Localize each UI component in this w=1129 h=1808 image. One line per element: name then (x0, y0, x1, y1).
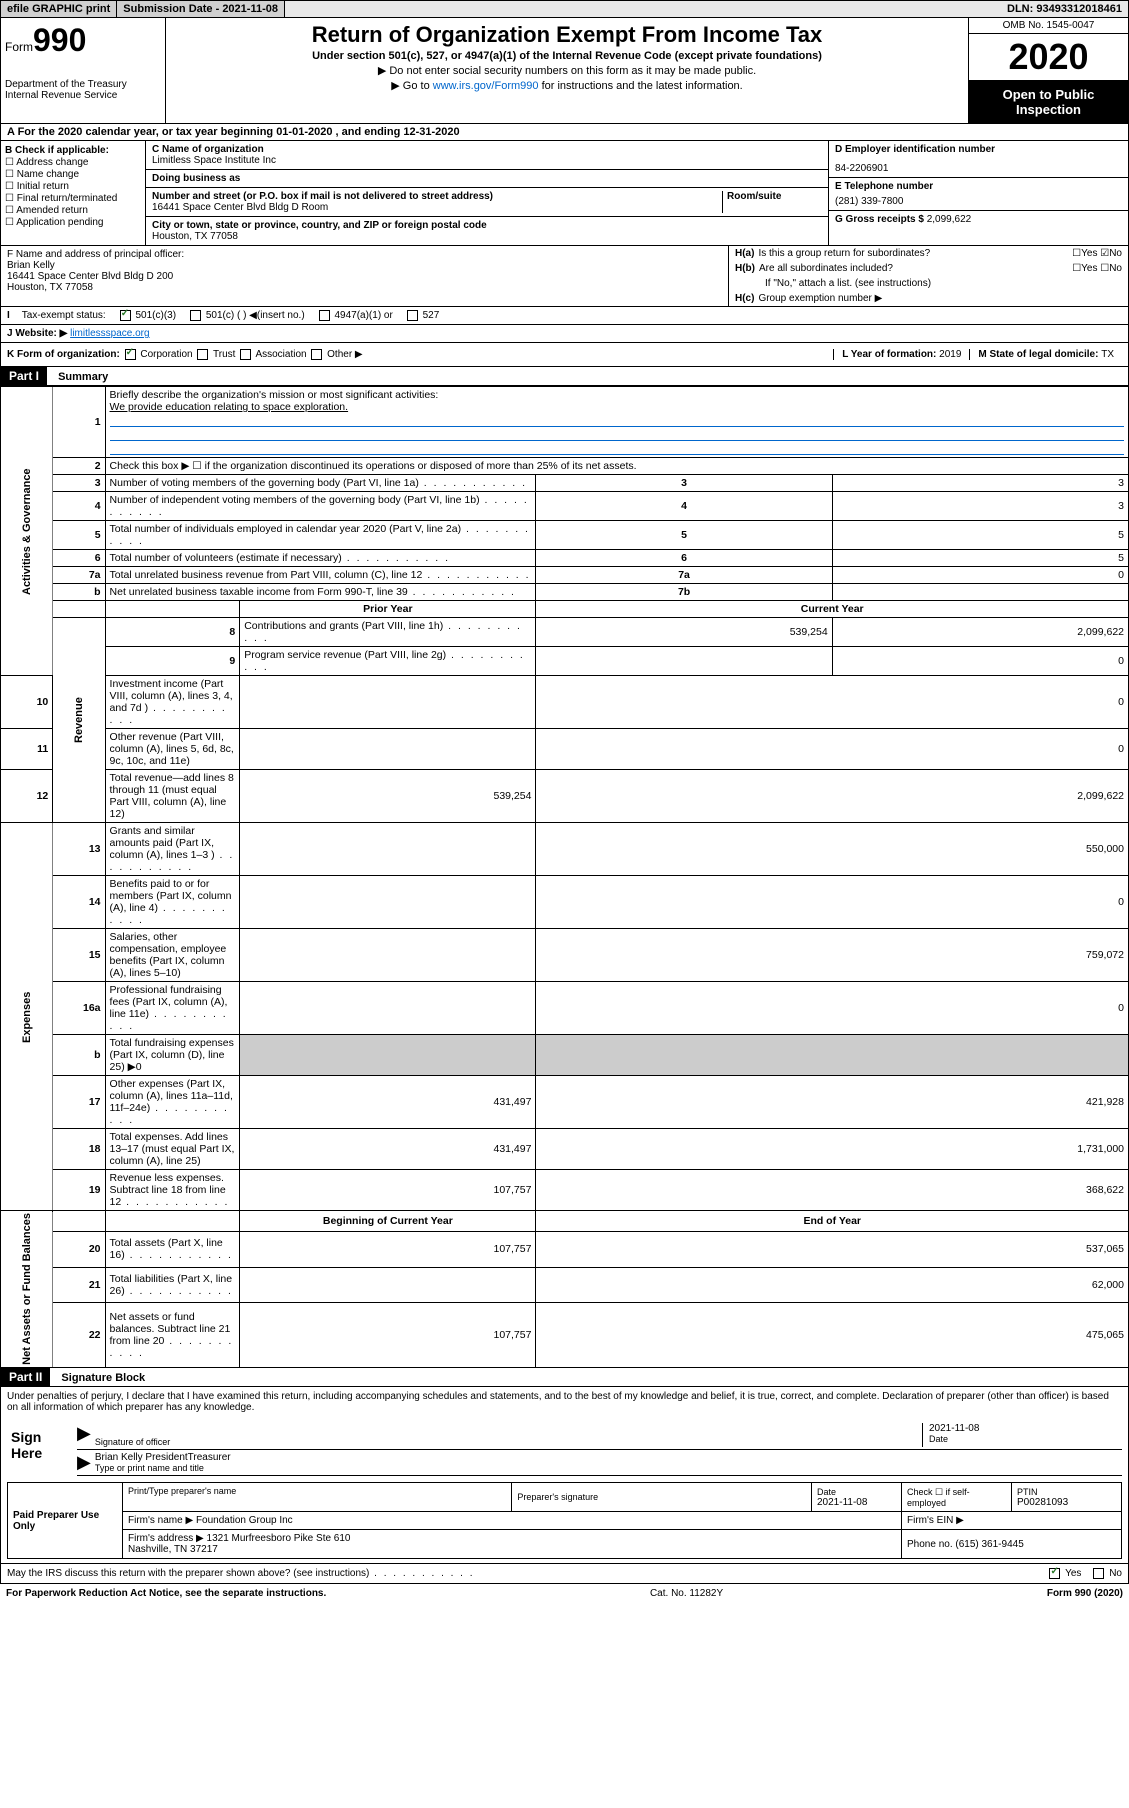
chk-trust[interactable]: Trust (195, 349, 235, 360)
chk-final[interactable]: ☐ Final return/terminated (5, 193, 141, 204)
side-exp: Expenses (1, 823, 53, 1211)
dln: DLN: 93493312018461 (1001, 1, 1128, 17)
arrow-icon: ▶ (77, 1452, 91, 1473)
part2-title: Signature Block (53, 1370, 153, 1386)
instr1: ▶ Do not enter social security numbers o… (170, 64, 964, 77)
i-lbl: I (7, 310, 10, 321)
b-label: B Check if applicable: (5, 145, 141, 156)
chk-corp[interactable]: Corporation (123, 349, 193, 360)
form-number: 990 (33, 22, 86, 58)
g-lbl: G Gross receipts $ (835, 214, 927, 225)
part1-bar: Part I Summary (0, 367, 1129, 386)
chk-amended[interactable]: ☐ Amended return (5, 205, 141, 216)
col-f: F Name and address of principal officer:… (1, 246, 728, 306)
side-net: Net Assets or Fund Balances (1, 1211, 53, 1368)
section-fh: F Name and address of principal officer:… (0, 246, 1129, 307)
form-word: Form (5, 40, 33, 54)
org-name: Limitless Space Institute Inc (152, 155, 822, 166)
chk-assoc[interactable]: Association (238, 349, 306, 360)
dba-lbl: Doing business as (152, 173, 822, 184)
top-bar: efile GRAPHIC print Submission Date - 20… (0, 0, 1129, 18)
mission-text: We provide education relating to space e… (110, 401, 1124, 413)
addr-lbl: Number and street (or P.O. box if mail i… (152, 191, 722, 202)
website-link[interactable]: limitlessspace.org (70, 328, 149, 339)
chk-other[interactable]: Other ▶ (309, 349, 362, 360)
footer-question: May the IRS discuss this return with the… (0, 1564, 1129, 1584)
preparer-table: Paid Preparer Use Only Print/Type prepar… (7, 1482, 1122, 1559)
q1-lbl: Briefly describe the organization's miss… (110, 389, 1124, 401)
col-b: B Check if applicable: ☐ Address change … (1, 141, 146, 245)
city-val: Houston, TX 77058 (152, 231, 822, 242)
summary-table: Activities & Governance 1 Briefly descri… (0, 386, 1129, 1368)
prep-lbl: Paid Preparer Use Only (8, 1483, 123, 1559)
chk-pending[interactable]: ☐ Application pending (5, 217, 141, 228)
form-title: Return of Organization Exempt From Incom… (170, 22, 964, 48)
officer-name: Brian Kelly (7, 260, 722, 271)
efile-btn[interactable]: efile GRAPHIC print (1, 1, 117, 17)
part2-hdr: Part II (1, 1368, 50, 1386)
hdr-mid: Return of Organization Exempt From Incom… (166, 18, 968, 123)
side-rev: Revenue (53, 618, 105, 823)
officer-addr: 16441 Space Center Blvd Bldg D 200 Houst… (7, 271, 722, 293)
e-lbl: E Telephone number (835, 181, 1122, 192)
section-bc: B Check if applicable: ☐ Address change … (0, 141, 1129, 246)
row-i: I Tax-exempt status: 501(c)(3) 501(c) ( … (0, 307, 1129, 325)
row-a: A For the 2020 calendar year, or tax yea… (0, 124, 1129, 141)
signature-section: Under penalties of perjury, I declare th… (0, 1387, 1129, 1564)
hdr-left: Form990 Department of the Treasury Inter… (1, 18, 166, 123)
bottom-line: For Paperwork Reduction Act Notice, see … (0, 1584, 1129, 1603)
col-h: H(a)Is this a group return for subordina… (728, 246, 1128, 306)
tax-year: 2020 (969, 34, 1128, 81)
chk-name[interactable]: ☐ Name change (5, 169, 141, 180)
hdr-right: OMB No. 1545-0047 2020 Open to Public In… (968, 18, 1128, 123)
chk-501c[interactable]: 501(c) ( ) ◀(insert no.) (188, 310, 305, 321)
arrow-icon: ▶ (77, 1423, 91, 1447)
col-de: D Employer identification number 84-2206… (828, 141, 1128, 245)
public-inspection: Open to Public Inspection (969, 81, 1128, 123)
sign-here-block: Sign Here ▶ Signature of officer 2021-11… (7, 1421, 1122, 1476)
d-lbl: D Employer identification number (835, 144, 1122, 155)
ein-val: 84-2206901 (835, 163, 1122, 174)
part1-title: Summary (50, 369, 116, 385)
col-c: C Name of organization Limitless Space I… (146, 141, 828, 245)
side-gov: Activities & Governance (1, 387, 53, 676)
gross-val: 2,099,622 (927, 214, 972, 225)
chk-no[interactable]: No (1091, 1568, 1122, 1579)
chk-yes[interactable]: Yes (1047, 1568, 1081, 1579)
row-j: J Website: ▶ limitlessspace.org (0, 325, 1129, 343)
submission-date: Submission Date - 2021-11-08 (117, 1, 285, 17)
part2-bar: Part II Signature Block (0, 1368, 1129, 1387)
addr-val: 16441 Space Center Blvd Bldg D Room (152, 202, 722, 213)
room-lbl: Room/suite (727, 191, 822, 202)
c-name-lbl: C Name of organization (152, 144, 822, 155)
chk-501c3[interactable]: 501(c)(3) (118, 310, 176, 321)
dept-text: Department of the Treasury Internal Reve… (5, 79, 161, 101)
form-header: Form990 Department of the Treasury Inter… (0, 18, 1129, 124)
row-k: K Form of organization: Corporation Trus… (0, 343, 1129, 367)
city-lbl: City or town, state or province, country… (152, 220, 822, 231)
part1-hdr: Part I (1, 367, 47, 385)
chk-4947[interactable]: 4947(a)(1) or (317, 310, 393, 321)
instr-link[interactable]: www.irs.gov/Form990 (433, 80, 539, 92)
chk-initial[interactable]: ☐ Initial return (5, 181, 141, 192)
phone-val: (281) 339-7800 (835, 196, 1122, 207)
f-lbl: F Name and address of principal officer: (7, 249, 722, 260)
q2: Check this box ▶ ☐ if the organization d… (105, 458, 1128, 475)
chk-address[interactable]: ☐ Address change (5, 157, 141, 168)
form-subtitle: Under section 501(c), 527, or 4947(a)(1)… (170, 50, 964, 62)
omb-no: OMB No. 1545-0047 (969, 18, 1128, 34)
sign-here-lbl: Sign Here (7, 1421, 77, 1476)
declaration: Under penalties of perjury, I declare th… (7, 1391, 1122, 1413)
instr2: ▶ Go to www.irs.gov/Form990 for instruct… (170, 79, 964, 92)
chk-527[interactable]: 527 (405, 310, 439, 321)
